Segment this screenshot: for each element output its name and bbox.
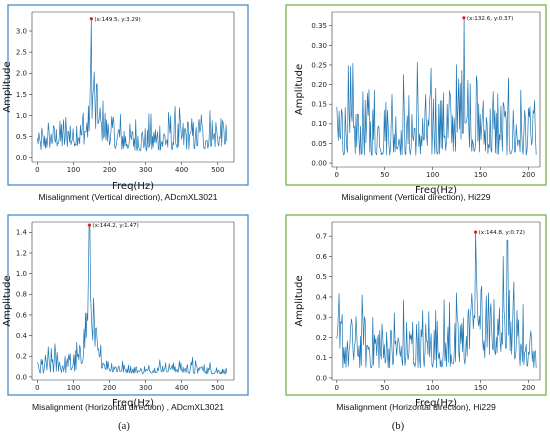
- x-tick-label: 100: [426, 384, 439, 392]
- x-tick-label: 200: [522, 171, 535, 179]
- chart-caption: Misalignment (Vertical direction), Hi229: [341, 192, 490, 202]
- y-tick-label: 1.2: [16, 249, 27, 257]
- y-tick-label: 0.2: [316, 334, 327, 342]
- y-tick-label: 0.0: [16, 154, 27, 162]
- x-tick-label: 0: [335, 384, 339, 392]
- spectrum-line: [37, 18, 228, 152]
- panel-frame: [7, 214, 249, 396]
- x-tick-label: 300: [139, 384, 152, 392]
- chart-a-horizontal: 0 100 200 300 400 500 0.0 0.2 0.4 0.6 0.8 1.0 1.2 1.4…: [2, 214, 249, 412]
- y-tick-label: 3.0: [16, 27, 27, 35]
- y-tick-label: 1.5: [16, 91, 27, 99]
- y-tick-label: 0.1: [316, 354, 327, 362]
- y-tick-label: 0.20: [311, 81, 327, 89]
- y-tick-label: 0.6: [16, 311, 28, 319]
- y-axis-label: Amplitude: [2, 61, 13, 112]
- x-tick-label: 0: [35, 384, 39, 392]
- chart-b-horizontal: 0 50 100 150 200 0.0 0.1 0.2 0.3 0.4 0.5 0.6 0.7 Freq…: [285, 214, 547, 412]
- y-tick-label: 1.4: [16, 229, 28, 237]
- y-tick-label: 0.15: [311, 101, 327, 109]
- y-axis-label: Amplitude: [294, 64, 305, 115]
- y-tick-label: 0.4: [16, 332, 28, 340]
- chart-a-vertical: 0 100 200 300 400 500 0.0 0.5 1.0 1.5 2.0 2.5 3.0 Fre…: [2, 4, 249, 202]
- peak-annotation: (x:132.6, y:0.37): [467, 16, 513, 22]
- spectrum-line: [336, 17, 537, 156]
- peak-annotation: (x:144.2, y:1.47): [92, 223, 138, 229]
- x-tick-label: 500: [211, 384, 224, 392]
- y-tick-label: 0.25: [311, 61, 327, 69]
- peak-marker: [473, 230, 478, 234]
- x-tick-label: 100: [67, 166, 80, 174]
- panel-frame: [7, 4, 249, 186]
- peak-annotation: (x:149.5, y:3.29): [94, 17, 140, 23]
- x-axis-label: Freq(Hz): [415, 398, 457, 409]
- y-tick-label: 0.0: [316, 374, 327, 382]
- x-tick-label: 400: [175, 384, 188, 392]
- x-axis-label: Freq(Hz): [112, 398, 154, 409]
- x-tick-label: 300: [139, 166, 152, 174]
- spectrum-line: [37, 224, 228, 375]
- y-tick-label: 0.7: [316, 233, 327, 241]
- x-tick-label: 50: [380, 171, 389, 179]
- peak-marker: [89, 17, 93, 21]
- y-tick-label: 1.0: [16, 112, 27, 120]
- y-tick-label: 0.10: [311, 120, 327, 128]
- y-tick-label: 0.6: [316, 253, 328, 261]
- panel-label-a: (a): [118, 421, 130, 432]
- peak-marker: [87, 223, 92, 227]
- spectrum-line: [336, 231, 537, 369]
- x-tick-label: 200: [522, 384, 535, 392]
- x-tick-label: 200: [103, 384, 116, 392]
- y-tick-label: 0.8: [16, 291, 27, 299]
- y-tick-label: 0.3: [316, 314, 327, 322]
- x-tick-label: 0: [335, 171, 339, 179]
- chart-caption: Misalignment (Vertical direction), ADcmX…: [38, 192, 217, 202]
- peak-annotation: (x:144.8, y:0.72): [479, 230, 525, 236]
- x-axis-label: Freq(Hz): [112, 181, 154, 192]
- y-tick-label: 0.2: [16, 353, 27, 361]
- x-tick-label: 500: [211, 166, 224, 174]
- y-tick-label: 0.4: [316, 293, 328, 301]
- panel-frame: [285, 214, 547, 396]
- y-tick-label: 0.0: [16, 373, 27, 381]
- peak-marker: [462, 16, 466, 20]
- chart-caption: Misalignment (Horizontal direction), Hi2…: [336, 402, 496, 412]
- y-axis-label: Amplitude: [2, 275, 13, 326]
- y-tick-label: 0.05: [311, 140, 327, 148]
- y-axis-label: Amplitude: [294, 275, 305, 326]
- y-tick-label: 1.0: [16, 270, 27, 278]
- x-tick-label: 100: [426, 171, 439, 179]
- x-tick-label: 400: [175, 166, 188, 174]
- x-tick-label: 200: [103, 166, 116, 174]
- y-tick-label: 2.0: [16, 70, 27, 78]
- y-tick-label: 0.30: [311, 42, 327, 50]
- x-tick-label: 50: [380, 384, 389, 392]
- chart-b-vertical: 0 50 100 150 200 0.00 0.05 0.10 0.15 0.20 0.25 0.30…: [285, 4, 547, 202]
- panel-frame: [285, 4, 547, 186]
- y-tick-label: 0.5: [316, 273, 327, 281]
- x-axis-label: Freq(Hz): [415, 185, 457, 196]
- x-tick-label: 150: [474, 384, 487, 392]
- x-tick-label: 150: [474, 171, 487, 179]
- chart-caption: Misalignment (Horizontal direction) , AD…: [32, 402, 224, 412]
- y-tick-label: 0.5: [16, 133, 27, 141]
- y-tick-label: 0.35: [311, 22, 327, 30]
- panel-label-b: (b): [392, 421, 405, 432]
- x-tick-label: 0: [35, 166, 39, 174]
- x-tick-label: 100: [67, 384, 80, 392]
- y-tick-label: 0.00: [311, 159, 327, 167]
- y-tick-label: 2.5: [16, 49, 27, 57]
